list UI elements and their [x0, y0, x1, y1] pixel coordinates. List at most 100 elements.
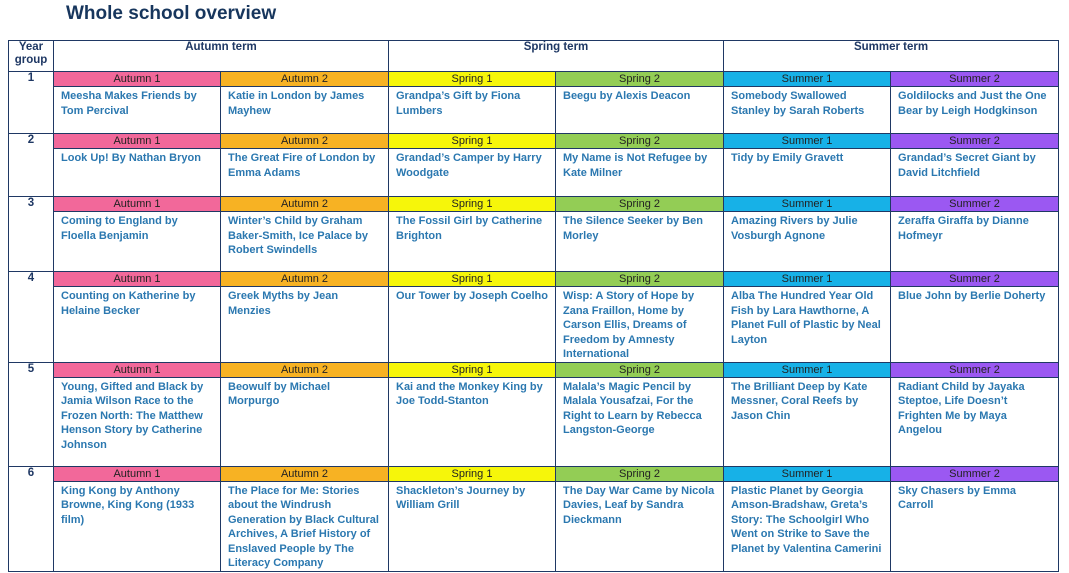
book-title: Beowulf by Michael Morpurgo: [228, 380, 331, 408]
book-cell-spring-1: Spring 1 Our Tower by Joseph Coelho: [388, 271, 556, 363]
half-term-label: Spring 1: [389, 466, 555, 482]
book-cell-summer-2: Summer 2 Zeraffa Giraffa by Dianne Hofmey…: [890, 196, 1060, 272]
half-term-label: Autumn 2: [221, 72, 388, 87]
autumn-term-header: Autumn term: [53, 40, 389, 72]
book-title: Our Tower by Joseph Coelho: [396, 290, 548, 302]
book-title: The Silence Seeker by Ben Morley: [563, 215, 704, 242]
half-term-label: Autumn 1: [54, 197, 220, 212]
book-title: Katie in London by James Mayhew: [228, 90, 365, 117]
book-cell-summer-1: Summer 1 Amazing Rivers by Julie Vosburgh…: [723, 196, 892, 272]
book-cell-summer-1: Summer 1 Tidy by Emily Gravett: [723, 133, 892, 197]
book-cell-spring-2: Spring 2 The Day War Came by Nicola Davie…: [554, 465, 725, 572]
book-title: Somebody Swallowed Stanley by Sarah Robe…: [731, 90, 865, 117]
half-term-label: Spring 2: [556, 272, 724, 287]
half-term-label: Summer 1: [724, 197, 891, 212]
book-title: Grandpa’s Gift by Fiona Lumbers: [396, 90, 521, 117]
half-term-label: Summer 2: [891, 197, 1059, 212]
book-title: Shackleton’s Journey by William Grill: [396, 484, 526, 512]
book-cell-spring-2: Spring 2 Malala’s Magic Pencil by Malala …: [554, 361, 725, 467]
table-row: 2 Autumn 1 Look Up! By Nathan Bryon Autumn …: [8, 133, 1060, 197]
book-title: Zeraffa Giraffa by Dianne Hofmeyr: [898, 215, 1029, 242]
half-term-label: Spring 1: [389, 197, 555, 212]
half-term-label: Spring 2: [556, 362, 724, 378]
book-title: Wisp: A Story of Hope by Zana Fraillon, …: [563, 290, 695, 360]
year-group-cell: 6: [8, 465, 54, 572]
book-cell-spring-2: Spring 2 My Name is Not Refugee by Kate M…: [554, 133, 725, 197]
book-cell-autumn-1: Autumn 1 Counting on Katherine by Helaine…: [53, 271, 221, 363]
book-cell-autumn-2: Autumn 2 The Great Fire of London by Emma…: [220, 133, 389, 197]
half-term-label: Autumn 2: [221, 466, 388, 482]
half-term-label: Autumn 2: [221, 197, 388, 212]
school-overview-table: Year group Autumn term Spring term Summe…: [8, 40, 1060, 572]
half-term-label: Autumn 1: [54, 362, 220, 378]
book-cell-autumn-2: Autumn 2 Greek Myths by Jean Menzies: [220, 271, 389, 363]
book-cell-autumn-1: Autumn 1 Young, Gifted and Black by Jamia…: [53, 361, 221, 467]
book-title: The Place for Me: Stories about the Wind…: [228, 484, 379, 570]
half-term-label: Autumn 1: [54, 72, 220, 87]
book-cell-summer-2: Summer 2 Radiant Child by Jayaka Steptoe,…: [890, 361, 1060, 467]
table-row: 6 Autumn 1 King Kong by Anthony Browne, Ki…: [8, 465, 1060, 572]
half-term-label: Summer 2: [891, 466, 1059, 482]
book-title: Kai and the Monkey King by Joe Todd-Stan…: [396, 380, 543, 408]
half-term-label: Spring 2: [556, 134, 724, 149]
book-title: My Name is Not Refugee by Kate Milner: [563, 152, 708, 179]
summer-term-header: Summer term: [723, 40, 1060, 72]
year-group-header: Year group: [8, 40, 54, 72]
year-group-cell: 1: [8, 71, 54, 134]
book-title: Grandad’s Camper by Harry Woodgate: [396, 152, 542, 179]
book-title: King Kong by Anthony Browne, King Kong (…: [61, 484, 195, 526]
book-cell-summer-1: Summer 1 Alba The Hundred Year Old Fish b…: [723, 271, 892, 363]
half-term-label: Summer 1: [724, 72, 891, 87]
book-cell-spring-1: Spring 1 Kai and the Monkey King by Joe T…: [388, 361, 556, 467]
half-term-label: Summer 1: [724, 466, 891, 482]
book-cell-spring-2: Spring 2 Wisp: A Story of Hope by Zana Fr…: [554, 271, 725, 363]
book-cell-autumn-2: Autumn 2 Katie in London by James Mayhew: [220, 71, 389, 134]
half-term-label: Summer 1: [724, 272, 891, 287]
book-title: The Great Fire of London by Emma Adams: [228, 152, 376, 179]
half-term-label: Autumn 1: [54, 466, 220, 482]
half-term-label: Spring 1: [389, 362, 555, 378]
table-row: 5 Autumn 1 Young, Gifted and Black by Jami…: [8, 361, 1060, 467]
half-term-label: Summer 2: [891, 134, 1059, 149]
year-group-cell: 5: [8, 361, 54, 467]
book-cell-spring-1: Spring 1 Grandpa’s Gift by Fiona Lumbers: [388, 71, 556, 134]
book-title: Tidy by Emily Gravett: [731, 152, 844, 164]
book-cell-summer-2: Summer 2 Sky Chasers by Emma Carroll: [890, 465, 1060, 572]
book-cell-autumn-1: Autumn 1 King Kong by Anthony Browne, Kin…: [53, 465, 221, 572]
book-cell-summer-1: Summer 1 Plastic Planet by Georgia Amson-…: [723, 465, 892, 572]
half-term-label: Autumn 2: [221, 362, 388, 378]
book-title: Meesha Makes Friends by Tom Percival: [61, 90, 197, 117]
book-title: Amazing Rivers by Julie Vosburgh Agnone: [731, 215, 858, 242]
book-title: Goldilocks and Just the One Bear by Leig…: [898, 90, 1047, 117]
book-cell-spring-1: Spring 1 Grandad’s Camper by Harry Woodga…: [388, 133, 556, 197]
half-term-label: Spring 2: [556, 466, 724, 482]
book-title: The Day War Came by Nicola Davies, Leaf …: [563, 484, 715, 526]
spring-term-header: Spring term: [387, 40, 725, 72]
book-cell-summer-1: Summer 1 Somebody Swallowed Stanley by Sa…: [723, 71, 892, 134]
year-group-cell: 4: [8, 271, 54, 363]
book-title: The Brilliant Deep by Kate Messner, Cora…: [731, 380, 868, 422]
half-term-label: Summer 1: [724, 362, 891, 378]
year-group-cell: 3: [8, 196, 54, 272]
book-cell-autumn-1: Autumn 1 Meesha Makes Friends by Tom Perc…: [53, 71, 221, 134]
book-title: Malala’s Magic Pencil by Malala Yousafza…: [563, 380, 702, 437]
half-term-label: Spring 1: [389, 272, 555, 287]
book-title: Blue John by Berlie Doherty: [898, 290, 1046, 302]
book-title: Beegu by Alexis Deacon: [563, 90, 691, 102]
half-term-label: Summer 2: [891, 362, 1059, 378]
book-cell-autumn-1: Autumn 1 Coming to England by Floella Ben…: [53, 196, 221, 272]
book-title: Look Up! By Nathan Bryon: [61, 152, 201, 164]
table-row: 1 Autumn 1 Meesha Makes Friends by Tom Per…: [8, 71, 1060, 134]
half-term-label: Summer 2: [891, 72, 1059, 87]
half-term-label: Autumn 2: [221, 134, 388, 149]
book-title: Sky Chasers by Emma Carroll: [898, 484, 1017, 512]
half-term-label: Spring 2: [556, 197, 724, 212]
book-cell-summer-2: Summer 2 Goldilocks and Just the One Bear…: [890, 71, 1060, 134]
book-title: Radiant Child by Jayaka Steptoe, Life Do…: [898, 380, 1025, 437]
book-title: Counting on Katherine by Helaine Becker: [61, 290, 196, 317]
book-cell-spring-1: Spring 1 Shackleton’s Journey by William …: [388, 465, 556, 572]
half-term-label: Summer 1: [724, 134, 891, 149]
book-cell-autumn-2: Autumn 2 The Place for Me: Stories about …: [220, 465, 389, 572]
page-title: Whole school overview: [66, 3, 277, 24]
book-cell-autumn-2: Autumn 2 Winter’s Child by Graham Baker-S…: [220, 196, 389, 272]
